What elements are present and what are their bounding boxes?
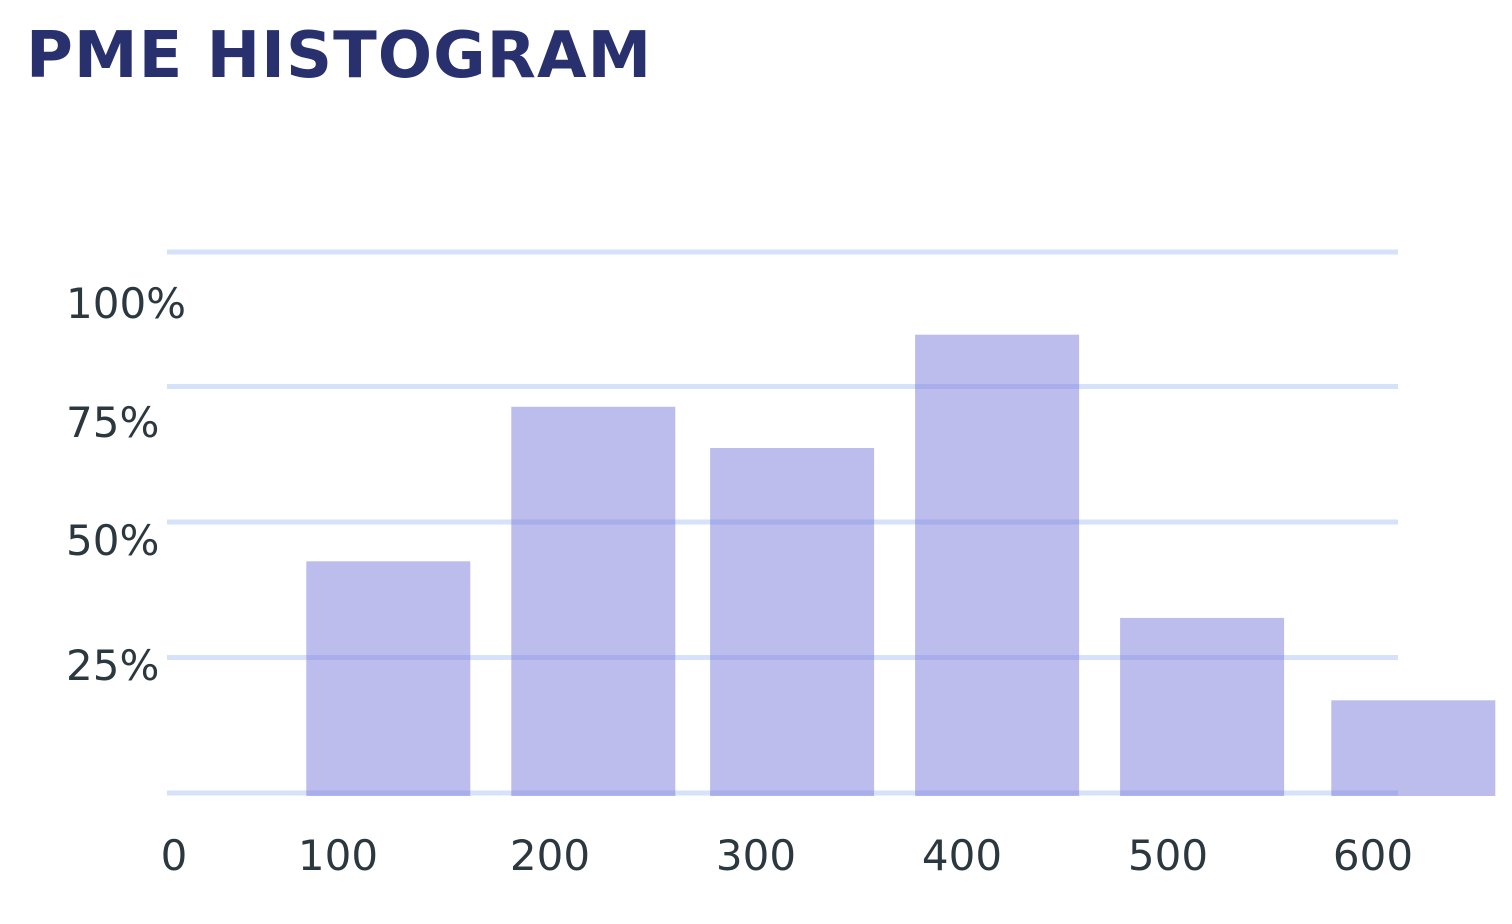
y-axis-ticks: 25% 50% 75% 100% [66, 279, 186, 690]
bar-400 [915, 334, 1080, 796]
bar-300 [710, 448, 875, 796]
x-tick-label-300: 300 [716, 831, 796, 880]
bar-500 [1120, 617, 1285, 796]
x-axis-ticks: 0 100 200 300 400 500 600 [161, 831, 1413, 880]
y-tick-label-75: 75% [66, 398, 159, 447]
bar-600 [1331, 700, 1496, 796]
y-tick-label-100: 100% [66, 279, 186, 328]
x-tick-label-200: 200 [510, 831, 590, 880]
y-tick-label-50: 50% [66, 516, 159, 565]
x-tick-label-100: 100 [298, 831, 378, 880]
bars [306, 334, 1496, 796]
x-tick-label-400: 400 [922, 831, 1002, 880]
chart-title: PME HISTOGRAM [26, 19, 653, 93]
x-tick-label-500: 500 [1128, 831, 1208, 880]
bar-200 [511, 406, 676, 796]
y-tick-label-25: 25% [66, 641, 159, 690]
x-tick-label-0: 0 [161, 831, 188, 880]
x-tick-label-600: 600 [1333, 831, 1413, 880]
bar-100 [306, 561, 471, 796]
